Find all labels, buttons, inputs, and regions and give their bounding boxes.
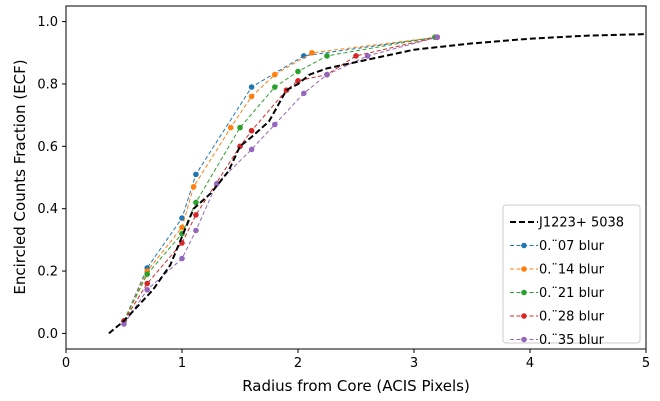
data-point [272, 84, 278, 90]
data-point [144, 286, 150, 293]
x-tick-label: 4 [526, 356, 534, 371]
data-point [214, 180, 220, 187]
data-point [324, 53, 330, 59]
legend-label: 0.¨21 blur [539, 286, 605, 301]
data-point [248, 84, 255, 90]
data-point [144, 271, 150, 277]
data-point [272, 71, 278, 78]
legend: J1223+ 5038 0.¨07 blur 0.¨14 blur 0.¨21 blu… [502, 204, 641, 348]
data-point [272, 121, 278, 128]
x-tick-label: 5 [642, 356, 650, 371]
data-point [248, 146, 255, 153]
data-point [121, 321, 127, 327]
y-tick-label: 0.8 [37, 77, 58, 92]
series-layer [108, 33, 647, 335]
y-tick-label: 0.4 [37, 202, 58, 217]
data-point [295, 78, 301, 84]
data-point [179, 224, 185, 231]
legend-label: J1223+ 5038 [538, 216, 624, 231]
x-tick-label: 3 [410, 356, 418, 371]
data-point [309, 49, 315, 56]
legend-label: 0.¨28 blur [539, 310, 605, 325]
legend-marker [521, 336, 527, 343]
y-tick-label: 0.0 [37, 327, 58, 342]
x-tick-label: 0 [62, 356, 70, 371]
x-axis-label: Radius from Core (ACIS Pixels) [242, 377, 470, 395]
data-point [193, 171, 199, 178]
y-tick-label: 0.6 [37, 140, 58, 155]
legend-marker [521, 242, 527, 249]
x-tick-label: 2 [294, 356, 302, 371]
y-tick-label: 1.0 [37, 15, 58, 30]
series-line-1 [123, 36, 438, 322]
y-tick-label: 0.2 [37, 265, 58, 280]
series-line-0 [108, 33, 647, 335]
data-point [190, 184, 197, 190]
data-point [144, 280, 150, 287]
data-point [434, 34, 441, 40]
data-point [324, 71, 330, 78]
data-point [353, 53, 359, 59]
legend-marker [521, 289, 527, 296]
legend-marker [521, 313, 527, 319]
data-point [248, 93, 255, 100]
series-line-2 [123, 36, 438, 322]
data-point [193, 199, 199, 206]
data-point [193, 212, 199, 218]
series-line-3 [123, 36, 435, 322]
data-point [227, 124, 234, 131]
data-point [295, 68, 301, 75]
data-point [237, 124, 243, 131]
legend-label: 0.¨07 blur [539, 239, 605, 254]
y-axis: 0.0 0.2 0.4 0.6 0.8 1.0 [37, 15, 66, 342]
data-point [301, 90, 307, 97]
series-line-5 [123, 36, 438, 325]
y-axis-label: Encircled Counts Fraction (ECF) [11, 59, 29, 294]
plot-frame [65, 5, 647, 350]
x-axis: 0 1 2 3 4 5 [62, 349, 650, 371]
data-point [364, 53, 371, 59]
data-point [193, 227, 199, 234]
legend-box [502, 204, 641, 344]
series-line-4 [123, 36, 438, 322]
legend-label: 0.¨35 blur [539, 333, 605, 348]
data-point [179, 215, 185, 221]
legend-label: 0.¨14 blur [539, 263, 605, 278]
data-point [248, 127, 255, 134]
data-point [179, 255, 185, 262]
x-tick-label: 1 [178, 356, 186, 371]
legend-marker [521, 266, 527, 272]
